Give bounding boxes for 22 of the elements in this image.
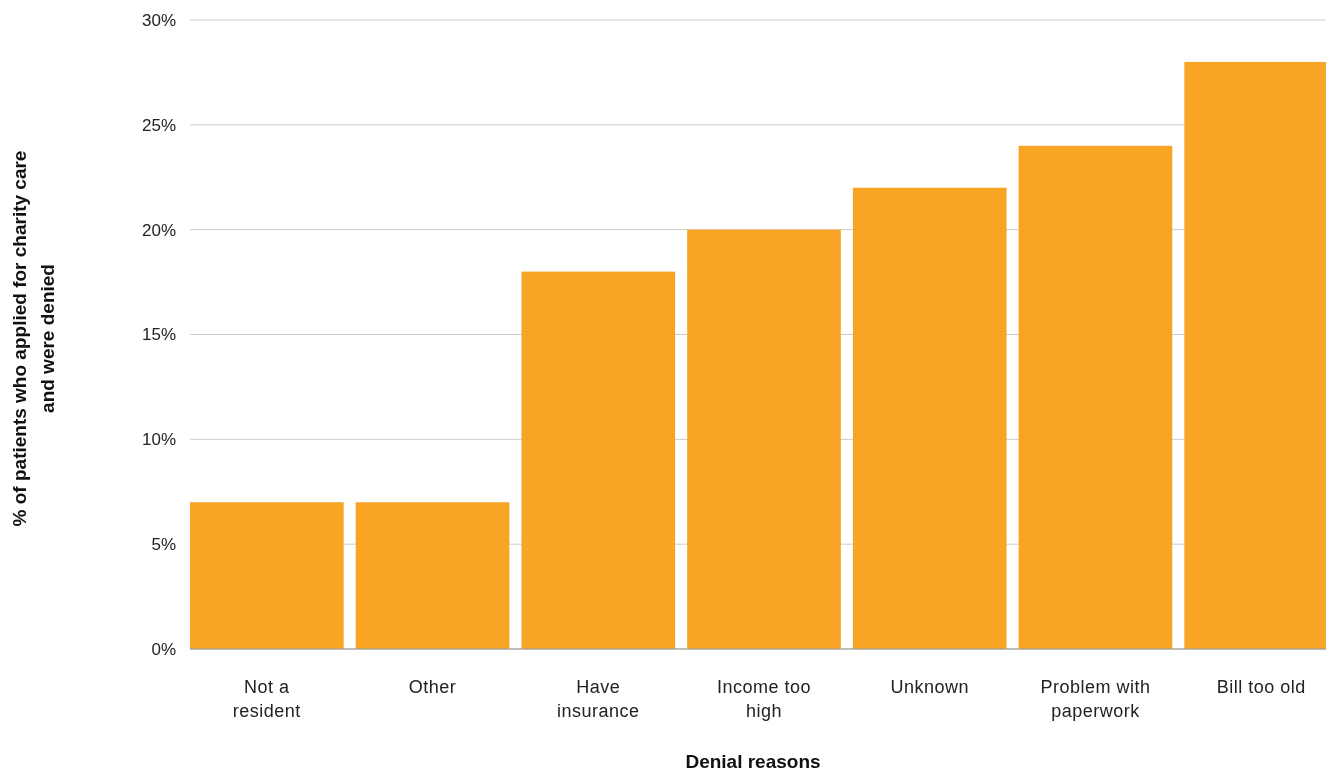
x-tick-label: Other <box>408 677 457 697</box>
y-tick-label: 5% <box>151 535 176 555</box>
y-tick-label: 0% <box>151 639 176 659</box>
bar <box>687 229 841 649</box>
y-tick-label: 10% <box>141 430 176 450</box>
x-tick-label: Not a resident <box>232 677 301 721</box>
y-tick-label: 25% <box>141 115 176 135</box>
x-tick-label: Problem with paperwork <box>1040 677 1151 721</box>
x-tick-label: Bill too old <box>1216 677 1306 697</box>
bar <box>521 271 676 649</box>
y-axis-title: % of patients who applied for charity care and were denied <box>9 150 58 527</box>
x-tick-label: Income too high <box>716 677 812 721</box>
y-tick-label: 30% <box>141 10 176 30</box>
bar <box>190 502 344 649</box>
y-tick-label: 20% <box>141 220 176 240</box>
x-tick-label: Unknown <box>890 677 969 697</box>
bar <box>1018 145 1173 649</box>
x-axis-title: Denial reasons <box>685 751 821 772</box>
y-tick-label: 15% <box>141 325 176 345</box>
bar <box>852 187 1007 649</box>
x-tick-label: Have insurance <box>557 677 640 721</box>
bar <box>355 502 510 649</box>
